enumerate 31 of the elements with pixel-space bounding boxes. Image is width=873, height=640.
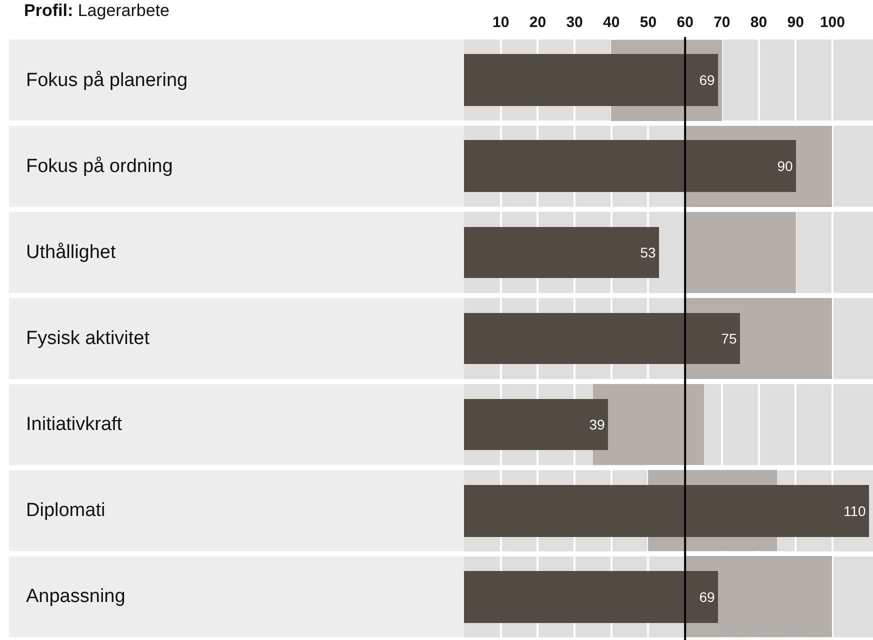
x2-tick-label: 50 (640, 14, 657, 31)
data-label: 69 (699, 589, 715, 605)
data-label: 69 (699, 72, 715, 88)
bar (464, 571, 718, 623)
bar (685, 212, 796, 293)
x2-tick-label: 30 (566, 14, 583, 31)
y-tick-label: Fysisk aktivitet (26, 328, 150, 349)
x2-tick-label: 100 (820, 14, 845, 31)
bar (464, 227, 659, 278)
y-tick-label: Anpassning (26, 586, 126, 607)
data-label: 75 (721, 330, 737, 346)
data-label: 110 (843, 503, 866, 519)
x2-tick-label: 40 (603, 14, 620, 31)
y-tick-label: Fokus på planering (26, 70, 188, 91)
y-tick-label: Uthållighet (26, 242, 116, 263)
y-tick-label: Fokus på ordning (26, 156, 173, 177)
data-label: 90 (777, 158, 793, 174)
y-tick-label: Initiativkraft (26, 414, 123, 435)
y-tick-label: Diplomati (26, 500, 106, 521)
data-label: 53 (640, 244, 656, 260)
x2-tick-label: 70 (714, 14, 730, 31)
bar (464, 54, 718, 106)
x2-tick-label: 10 (492, 14, 510, 31)
x2-tick-label: 80 (750, 14, 768, 31)
bar (464, 399, 608, 450)
bar (464, 313, 740, 364)
x2-tick-label: 20 (529, 14, 546, 31)
x2-tick-label: 90 (787, 14, 804, 31)
x2-tick-label: 60 (676, 14, 694, 31)
text: Profil: Lagerarbete (24, 0, 170, 20)
data-label: 39 (589, 416, 605, 432)
